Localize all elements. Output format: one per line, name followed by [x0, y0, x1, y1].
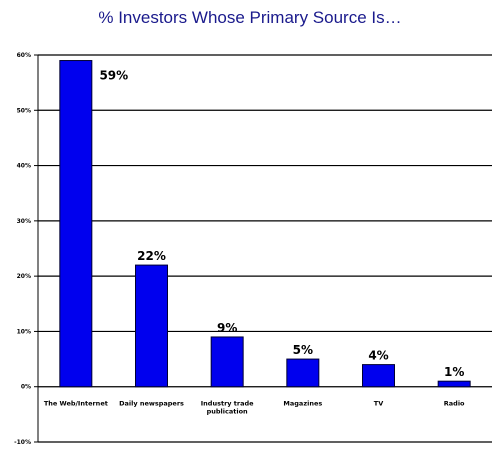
- category-label: Radio: [444, 400, 465, 408]
- y-tick-label: 10%: [17, 328, 31, 335]
- data-label: 22%: [137, 249, 166, 263]
- data-label: 1%: [444, 365, 464, 379]
- bar: [59, 60, 93, 388]
- chart-title: % Investors Whose Primary Source Is…: [98, 8, 402, 27]
- bar: [286, 358, 320, 388]
- y-tick-label: 20%: [17, 273, 31, 280]
- data-labels: 59% 22% 9% 5% 4% 1%: [99, 69, 464, 380]
- category-labels: The Web/Internet Daily newspapers Industry…: [44, 400, 465, 416]
- y-tick-label: -10%: [14, 439, 31, 446]
- bar: [437, 380, 471, 388]
- y-tick-labels: 60% 50% 40% 30% 20% 10% 0% -10%: [14, 52, 31, 446]
- y-tick-label: 30%: [17, 218, 31, 225]
- category-label: TV: [374, 400, 383, 408]
- bar: [210, 336, 244, 388]
- category-label: Industry trade publication: [201, 400, 254, 416]
- data-label: 5%: [293, 343, 313, 357]
- y-tick-label: 50%: [17, 107, 31, 114]
- bars: [59, 60, 471, 388]
- data-label: 4%: [368, 349, 388, 363]
- category-label: The Web/Internet: [44, 400, 108, 408]
- y-tick-label: 40%: [17, 163, 31, 170]
- bar: [362, 364, 395, 388]
- bar: [135, 264, 168, 388]
- category-label: Magazines: [283, 400, 322, 408]
- category-label: Daily newspapers: [119, 400, 184, 408]
- y-tick-label: 0%: [21, 384, 31, 391]
- grid-lines: [34, 54, 492, 443]
- data-label: 59%: [99, 69, 128, 83]
- y-tick-label: 60%: [17, 52, 31, 59]
- data-label: 9%: [217, 321, 237, 335]
